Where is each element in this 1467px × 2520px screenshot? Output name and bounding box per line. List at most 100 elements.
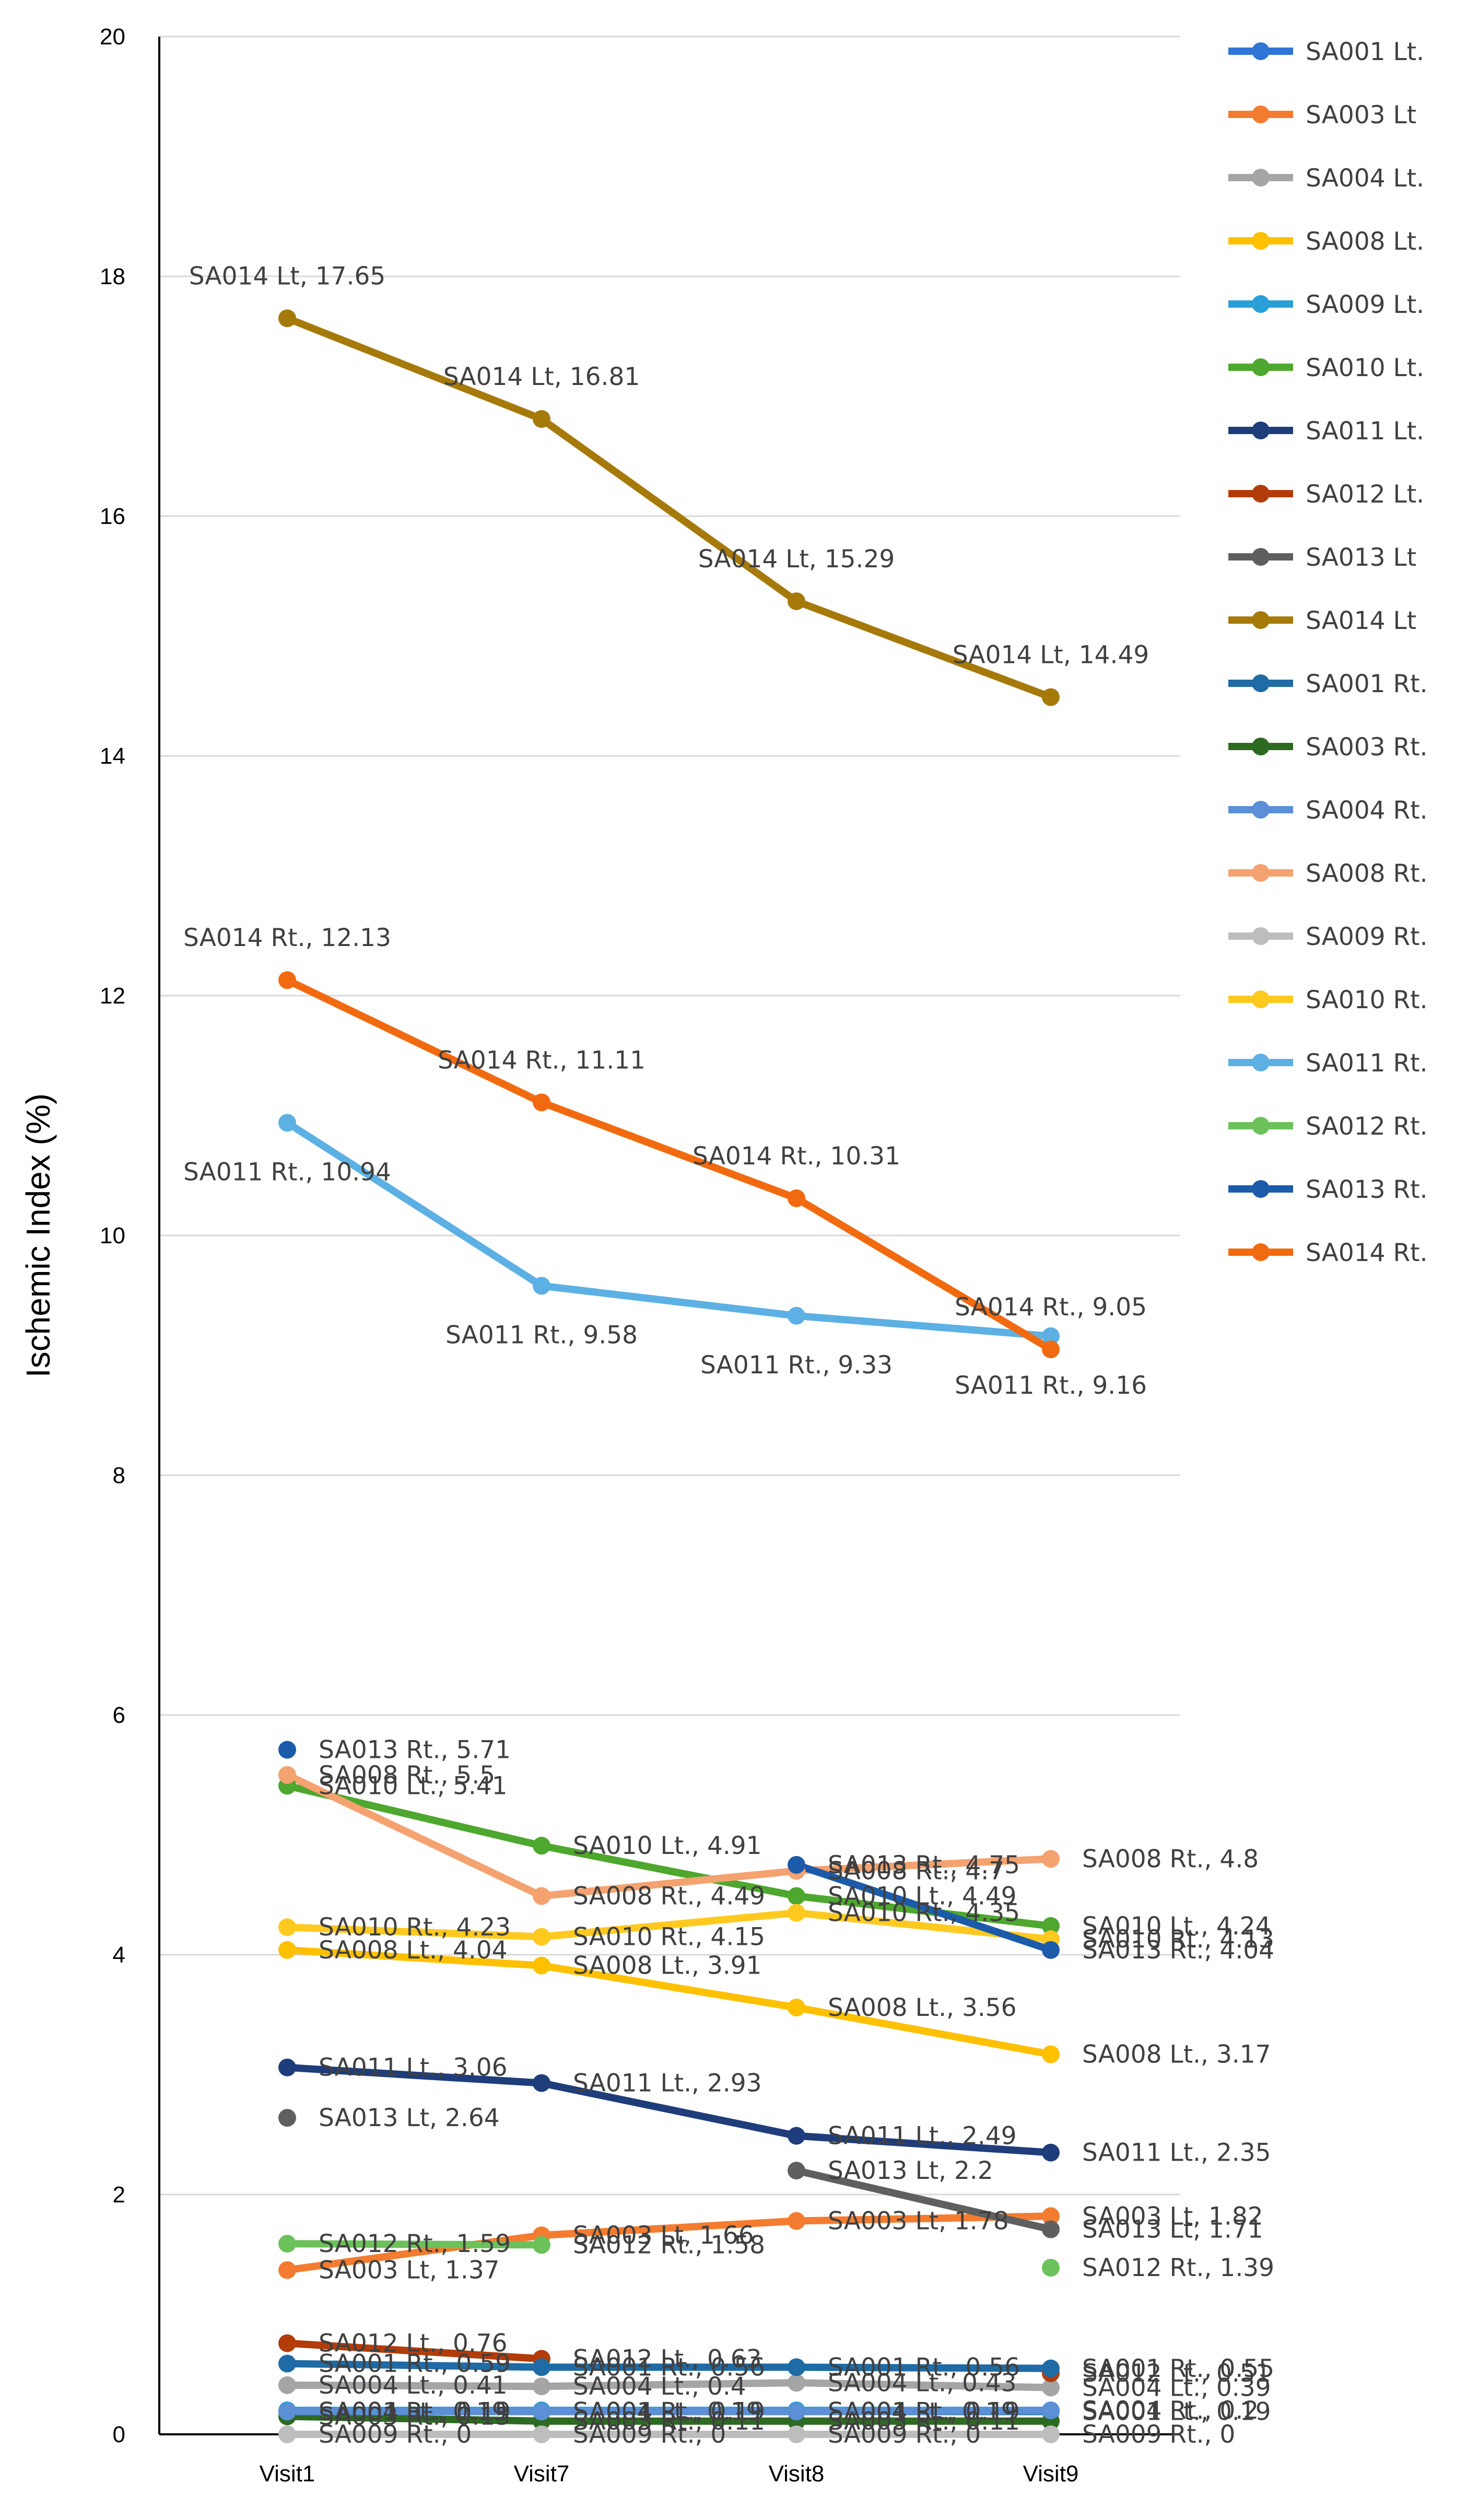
data-label-sa012-lt-visit9: SA012 Lt., 0.51 xyxy=(1082,2359,1271,2388)
data-label-sa004-rt-visit1: SA004 Rt., 0.19 xyxy=(319,2397,511,2426)
point-sa004-lt-visit8 xyxy=(788,2374,805,2392)
data-label-sa003-lt-visit1: SA003 Lt, 1.37 xyxy=(319,2256,500,2285)
legend: SA001 Lt. SA003 Lt SA004 Lt. SA008 Lt. SA009… xyxy=(1228,38,1428,1267)
series-line-sa001-rt xyxy=(284,2360,1054,2372)
legend-label-sa014-lt: SA014 Lt xyxy=(1306,606,1416,635)
point-sa001-rt-visit1 xyxy=(278,2354,296,2373)
point-sa001-rt-visit7 xyxy=(533,2358,550,2376)
data-label-sa004-lt-visit9: SA004 Lt., 0.39 xyxy=(1082,2373,1271,2402)
point-sa014-rt-visit9 xyxy=(1042,1340,1060,1359)
series-line-sa004-lt xyxy=(284,2379,1054,2391)
series-line-sa008-rt xyxy=(284,1771,1054,1900)
legend-label-sa008-lt: SA008 Lt. xyxy=(1306,227,1424,256)
point-sa001-rt-visit8 xyxy=(788,2358,805,2376)
data-label-sa013-rt-visit8: SA013 Rt., 4.75 xyxy=(828,1851,1020,1880)
data-label-sa014-lt-visit7: SA014 Lt, 16.81 xyxy=(443,363,640,391)
legend-marker-sa011-lt xyxy=(1252,422,1270,439)
data-label-sa011-lt-visit1: SA011 Lt., 3.06 xyxy=(319,2054,508,2082)
data-label-sa009-rt-visit1: SA009 Rt., 0 xyxy=(319,2420,472,2449)
data-label-sa013-lt-visit1: SA013 Lt, 2.64 xyxy=(319,2104,500,2132)
axes: 0 2 4 6 8 10 12 14 16 18 20 Visit1 Visit7 Visit8 Visit… xyxy=(19,24,1180,2487)
y-tick-label-2: 4 xyxy=(113,1942,125,1968)
point-sa011-rt-visit8 xyxy=(788,1306,805,1325)
series-line-sa010-rt xyxy=(284,1909,1054,1943)
point-sa008-rt-visit1 xyxy=(278,1766,296,1784)
point-sa010-lt-visit8 xyxy=(788,1887,805,1905)
data-label-sa012-lt-visit7: SA012 Lt., 0.63 xyxy=(573,2344,762,2373)
point-sa012-rt-visit7 xyxy=(533,2236,550,2254)
data-label-sa013-rt-visit1: SA013 Rt., 5.71 xyxy=(319,1736,511,1765)
point-sa001-rt-visit9 xyxy=(1042,2359,1060,2377)
data-label-sa012-rt-visit7: SA012 Rt., 1.58 xyxy=(573,2231,765,2259)
point-sa010-rt-visit8 xyxy=(788,1904,805,1922)
legend-label-sa003-rt: SA003 Rt. xyxy=(1306,733,1428,762)
data-label-sa011-rt-visit7: SA011 Rt., 9.58 xyxy=(445,1321,638,1349)
data-label-sa011-rt-visit8: SA011 Rt., 9.33 xyxy=(700,1351,893,1380)
point-sa004-rt-visit7 xyxy=(533,2402,550,2421)
point-sa013-rt-visit8 xyxy=(788,1856,805,1874)
x-tick-label-visit8: Visit8 xyxy=(769,2461,825,2487)
legend-label-sa001-lt: SA001 Lt. xyxy=(1306,38,1424,66)
data-label-sa011-rt-visit9: SA011 Rt., 9.16 xyxy=(955,1371,1147,1400)
x-tick-label-visit1: Visit1 xyxy=(260,2461,315,2487)
series-line-sa011-lt xyxy=(284,2063,1054,2156)
point-sa009-rt-visit8 xyxy=(788,2425,805,2443)
legend-marker-sa014-rt xyxy=(1252,1243,1270,1261)
data-label-sa003-lt-visit9: SA003 Lt, 1.82 xyxy=(1082,2202,1263,2231)
data-label-sa009-rt-visit7: SA009 Rt., 0 xyxy=(573,2420,726,2449)
series-lines xyxy=(284,314,1054,2438)
point-sa011-lt-visit7 xyxy=(533,2074,550,2092)
data-label-sa011-lt-visit7: SA011 Lt., 2.93 xyxy=(573,2069,762,2098)
data-label-sa001-rt-visit8: SA001 Rt., 0.56 xyxy=(828,2353,1020,2382)
point-sa010-rt-visit7 xyxy=(533,1928,550,1946)
series-line-sa014-lt xyxy=(284,314,1054,701)
legend-label-sa008-rt: SA008 Rt. xyxy=(1306,859,1428,888)
point-sa003-lt-visit9 xyxy=(1042,2207,1060,2225)
point-sa008-lt-visit1 xyxy=(278,1941,296,1959)
legend-marker-sa008-rt xyxy=(1252,864,1270,882)
data-label-sa004-rt-visit7: SA004 Rt., 0.19 xyxy=(573,2397,765,2426)
y-tick-label-9: 18 xyxy=(100,264,125,289)
series-line-sa011-rt xyxy=(284,1119,1054,1340)
point-sa013-rt-visit1 xyxy=(278,1741,296,1759)
data-label-sa010-rt-visit8: SA010 Rt., 4.35 xyxy=(828,1899,1020,1928)
data-label-sa011-lt-visit8: SA011 Lt., 2.49 xyxy=(828,2122,1017,2151)
y-tick-label-4: 8 xyxy=(113,1463,125,1488)
series-line-sa013-lt xyxy=(793,2167,1054,2233)
data-label-sa014-rt-visit9: SA014 Rt., 9.05 xyxy=(955,1293,1147,1322)
legend-marker-sa003-rt xyxy=(1252,738,1270,755)
data-label-sa013-lt-visit8: SA013 Lt, 2.2 xyxy=(828,2156,993,2185)
legend-label-sa011-lt: SA011 Lt. xyxy=(1306,417,1424,446)
series-line-sa013-rt xyxy=(793,1861,1054,1954)
x-tick-label-visit9: Visit9 xyxy=(1023,2461,1079,2487)
point-sa009-rt-visit7 xyxy=(533,2425,550,2443)
y-tick-label-10: 20 xyxy=(100,24,125,50)
legend-marker-sa013-rt xyxy=(1252,1180,1270,1198)
y-tick-label-5: 10 xyxy=(100,1223,125,1249)
point-sa008-lt-visit9 xyxy=(1042,2045,1060,2063)
legend-marker-sa010-lt xyxy=(1252,358,1270,376)
legend-label-sa014-rt: SA014 Rt. xyxy=(1306,1239,1428,1267)
point-sa013-rt-visit9 xyxy=(1042,1941,1060,1959)
legend-label-sa001-rt: SA001 Rt. xyxy=(1306,670,1428,698)
data-label-sa009-rt-visit8: SA009 Rt., 0 xyxy=(828,2420,981,2449)
data-label-sa013-lt-visit9: SA013 Lt, 1.71 xyxy=(1082,2215,1263,2244)
series-line-sa012-rt xyxy=(284,2240,545,2249)
data-label-sa001-rt-visit1: SA001 Rt., 0.59 xyxy=(319,2350,511,2378)
data-label-sa003-rt-visit7: SA003 Rt., 0.11 xyxy=(573,2407,765,2436)
data-label-sa004-rt-visit9: SA004 Rt., 0.2 xyxy=(1082,2396,1259,2425)
data-label-sa014-lt-visit1: SA014 Lt, 17.65 xyxy=(189,262,386,290)
data-label-sa001-lt-visit9: SA001 Lt., 0.19 xyxy=(1082,2397,1271,2426)
series-line-sa014-rt xyxy=(284,976,1054,1353)
data-label-sa010-lt-visit1: SA010 Lt., 5.41 xyxy=(319,1771,508,1800)
data-label-sa004-lt-visit7: SA004 Lt., 0.4 xyxy=(573,2372,746,2401)
data-label-sa010-lt-visit7: SA010 Lt., 4.91 xyxy=(573,1831,762,1860)
data-label-sa008-rt-visit9: SA008 Rt., 4.8 xyxy=(1082,1845,1259,1873)
legend-marker-sa009-lt xyxy=(1252,295,1270,313)
point-sa014-rt-visit8 xyxy=(788,1189,805,1207)
point-sa011-lt-visit8 xyxy=(788,2127,805,2145)
legend-label-sa011-rt: SA011 Rt. xyxy=(1306,1049,1428,1078)
legend-marker-sa004-lt xyxy=(1252,169,1270,186)
y-tick-label-6: 12 xyxy=(100,983,125,1009)
data-label-sa004-lt-visit8: SA004 Lt., 0.43 xyxy=(828,2369,1017,2397)
